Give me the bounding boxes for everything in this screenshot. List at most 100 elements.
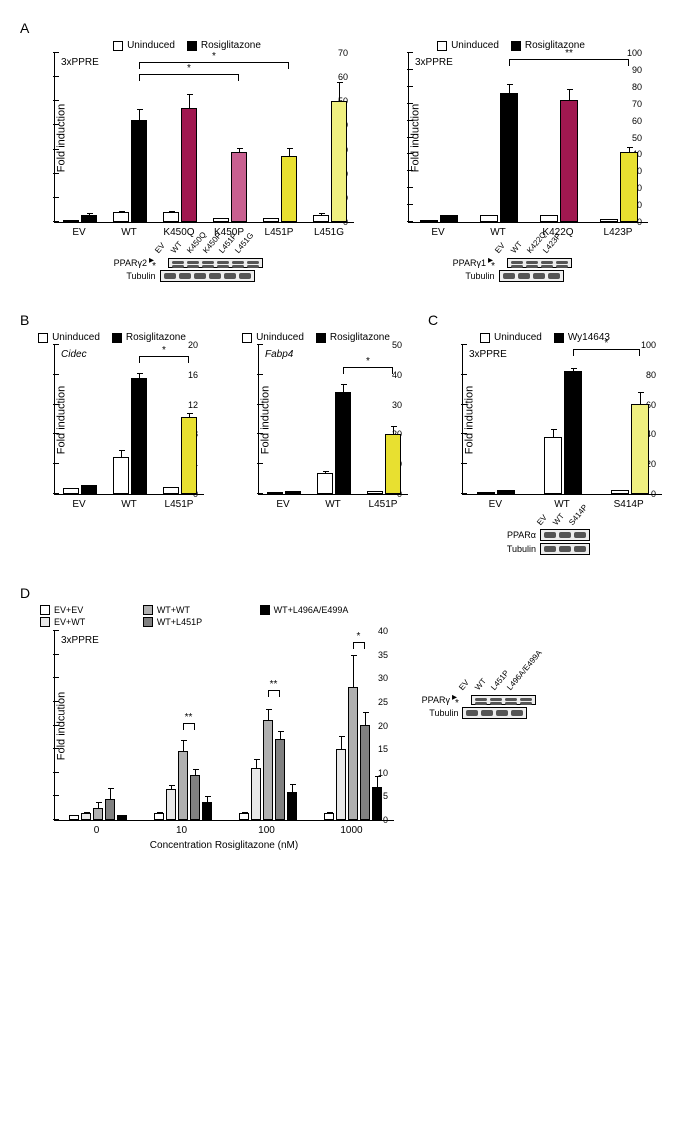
chart-area: 3xPPREFold induction01020304050607080901… — [408, 53, 648, 223]
error-bar — [553, 429, 554, 438]
panel-label-d: D — [20, 585, 670, 601]
chart-area: 3xPPREFold induction010203040506070** — [54, 53, 354, 223]
error-bar — [121, 211, 122, 213]
blot-band — [520, 698, 532, 701]
error-bar — [74, 815, 75, 816]
significance-label: ** — [270, 679, 278, 690]
blot-band — [574, 532, 586, 538]
error-bar — [159, 812, 160, 813]
error-bar — [139, 109, 140, 121]
error-bar — [280, 731, 281, 741]
blot-lane-box — [160, 270, 255, 282]
significance-bracket: * — [573, 349, 640, 356]
error-bar — [244, 812, 245, 813]
error-bar — [292, 784, 293, 794]
legend: UninducedRosiglitazone — [224, 332, 408, 343]
chart-area: 3xPPREFold indcution0510152025303540****… — [54, 631, 394, 821]
legend-swatch — [511, 41, 521, 51]
bar-group — [309, 392, 359, 494]
blot-row-name: PPARγ1 — [450, 258, 486, 268]
bar-group — [55, 215, 105, 222]
x-labels: EVWTK422QL423P — [408, 227, 648, 238]
chart-bar — [560, 100, 578, 222]
chart-bar — [477, 492, 495, 494]
x-labels: EVWTS414P — [462, 499, 662, 510]
legend-swatch — [480, 333, 490, 343]
x-label: L451P — [154, 499, 204, 510]
error-bar — [89, 213, 90, 215]
blot-band — [559, 546, 571, 552]
legend-label: Rosiglitazone — [525, 40, 585, 51]
legend-swatch — [113, 41, 123, 51]
blot-row-name: Tubulin — [422, 708, 458, 718]
legend-item: EV+EV — [40, 605, 131, 615]
error-bar — [549, 215, 550, 217]
plot-area: * — [463, 345, 662, 494]
legend-swatch — [38, 333, 48, 343]
legend-label: Rosiglitazone — [330, 332, 390, 343]
error-bar — [573, 368, 574, 373]
chart-bar — [166, 789, 176, 820]
blot-row: Tubulin — [459, 270, 564, 282]
blot-band — [541, 261, 553, 264]
significance-bracket: * — [353, 642, 365, 649]
blot-row: Tubulin — [422, 707, 527, 719]
blot-lane-box — [507, 258, 572, 268]
legend-label: EV+WT — [54, 617, 85, 627]
error-bar — [195, 769, 196, 776]
x-label: 1000 — [309, 825, 394, 836]
error-bar — [343, 384, 344, 393]
panel-label-a: A — [20, 20, 670, 36]
chart-bar — [497, 490, 515, 495]
legend-item: Rosiglitazone — [187, 40, 261, 51]
significance-label: * — [366, 356, 370, 367]
blot-band — [511, 710, 523, 716]
panel-a-right: UninducedRosiglitazone3xPPREFold inducti… — [374, 40, 648, 282]
bar-group — [155, 417, 205, 494]
blot-lane-box — [168, 258, 263, 268]
plot-area: * — [55, 345, 204, 494]
legend-item: Rosiglitazone — [112, 332, 186, 343]
blot-row-name: Tubulin — [459, 271, 495, 281]
chart-bar — [335, 392, 351, 494]
chart-bar — [500, 93, 518, 222]
chart-bar — [324, 813, 334, 820]
chart-bar — [564, 371, 582, 494]
panel-d-row: EV+EVWT+WTWT+L496A/E499AEV+WTWT+L451P3xP… — [20, 605, 670, 851]
legend-item: Wy14643 — [554, 332, 610, 343]
blot-row-name: Tubulin — [120, 271, 156, 281]
bar-group — [310, 687, 395, 820]
chart-bar — [313, 215, 329, 222]
error-bar — [341, 736, 342, 750]
error-bar — [489, 215, 490, 217]
bar-group — [305, 101, 355, 222]
chart-bar — [540, 215, 558, 222]
significance-bracket: * — [343, 367, 393, 374]
chart-bar — [154, 813, 164, 820]
blot-band — [574, 546, 586, 552]
legend-item: WT+L451P — [143, 617, 248, 627]
bar-group — [259, 491, 309, 494]
panel-bc-row: B UninducedRosiglitazoneCidecFold induct… — [20, 312, 670, 555]
error-bar — [256, 759, 257, 769]
legend-item: Uninduced — [38, 332, 100, 343]
blot-lane-box — [540, 543, 590, 555]
chart-bar — [287, 792, 297, 820]
blot-band — [187, 261, 199, 264]
x-label: L451P — [254, 227, 304, 238]
chart-bar — [281, 156, 297, 222]
error-bar — [171, 211, 172, 213]
error-bar — [329, 812, 330, 813]
error-bar — [189, 94, 190, 109]
x-label: S414P — [595, 499, 662, 510]
significance-label: ** — [565, 48, 573, 59]
legend-item: Rosiglitazone — [316, 332, 390, 343]
blot: EVWTK422QL423PPPARγ1▸*Tubulin — [374, 246, 648, 282]
blot: EVWTL451PL496A/E499APPARγ▸*Tubulin — [414, 683, 536, 719]
blot-band — [239, 273, 251, 279]
legend-label: WT+L451P — [157, 617, 202, 627]
blot-band — [526, 261, 538, 264]
error-bar — [139, 373, 140, 379]
panel-label-c: C — [428, 312, 662, 328]
legend-swatch — [437, 41, 447, 51]
